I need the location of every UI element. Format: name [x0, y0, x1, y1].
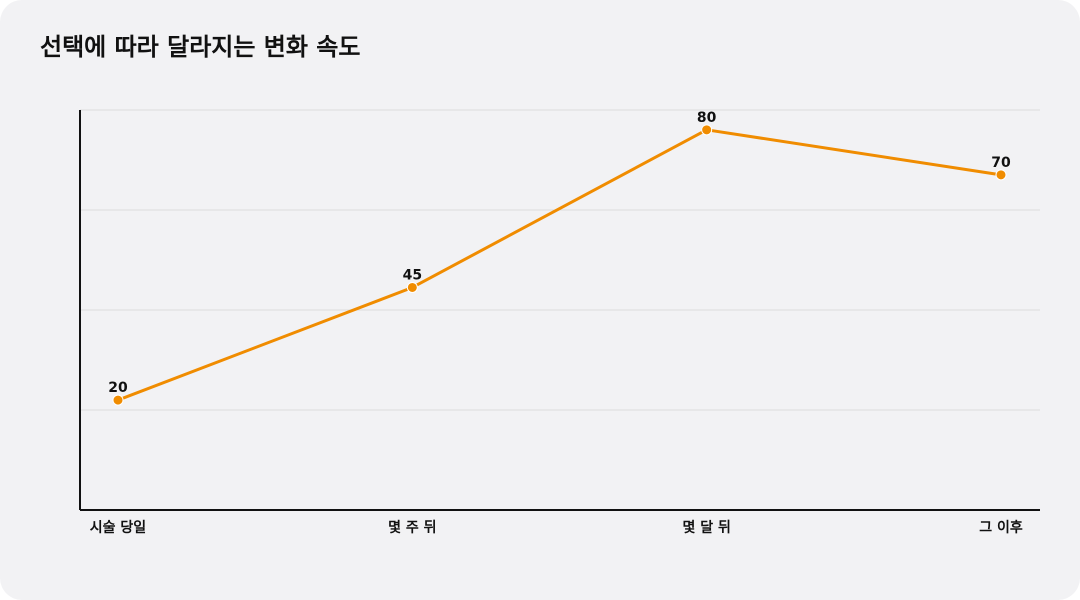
point — [995, 169, 1007, 181]
x-tick-label: 시술 당일 — [90, 519, 146, 536]
data-label: 45 — [403, 267, 422, 283]
point — [701, 124, 713, 136]
data-label: 70 — [991, 155, 1011, 171]
chart-title: 선택에 따라 달라지는 변화 속도 — [40, 33, 360, 61]
x-tick-label: 몇 달 뒤 — [682, 519, 730, 536]
data-label: 20 — [108, 380, 128, 396]
x-tick-label: 그 이후 — [979, 519, 1023, 536]
point — [112, 394, 124, 406]
data-label: 80 — [697, 110, 717, 126]
x-tick-label: 몇 주 뒤 — [388, 519, 436, 536]
plot-area: 20 45 80 70 시술 당일 몇 주 뒤 몇 달 뒤 그 이후 — [79, 109, 1040, 536]
line — [117, 128, 1002, 402]
point — [406, 281, 418, 293]
